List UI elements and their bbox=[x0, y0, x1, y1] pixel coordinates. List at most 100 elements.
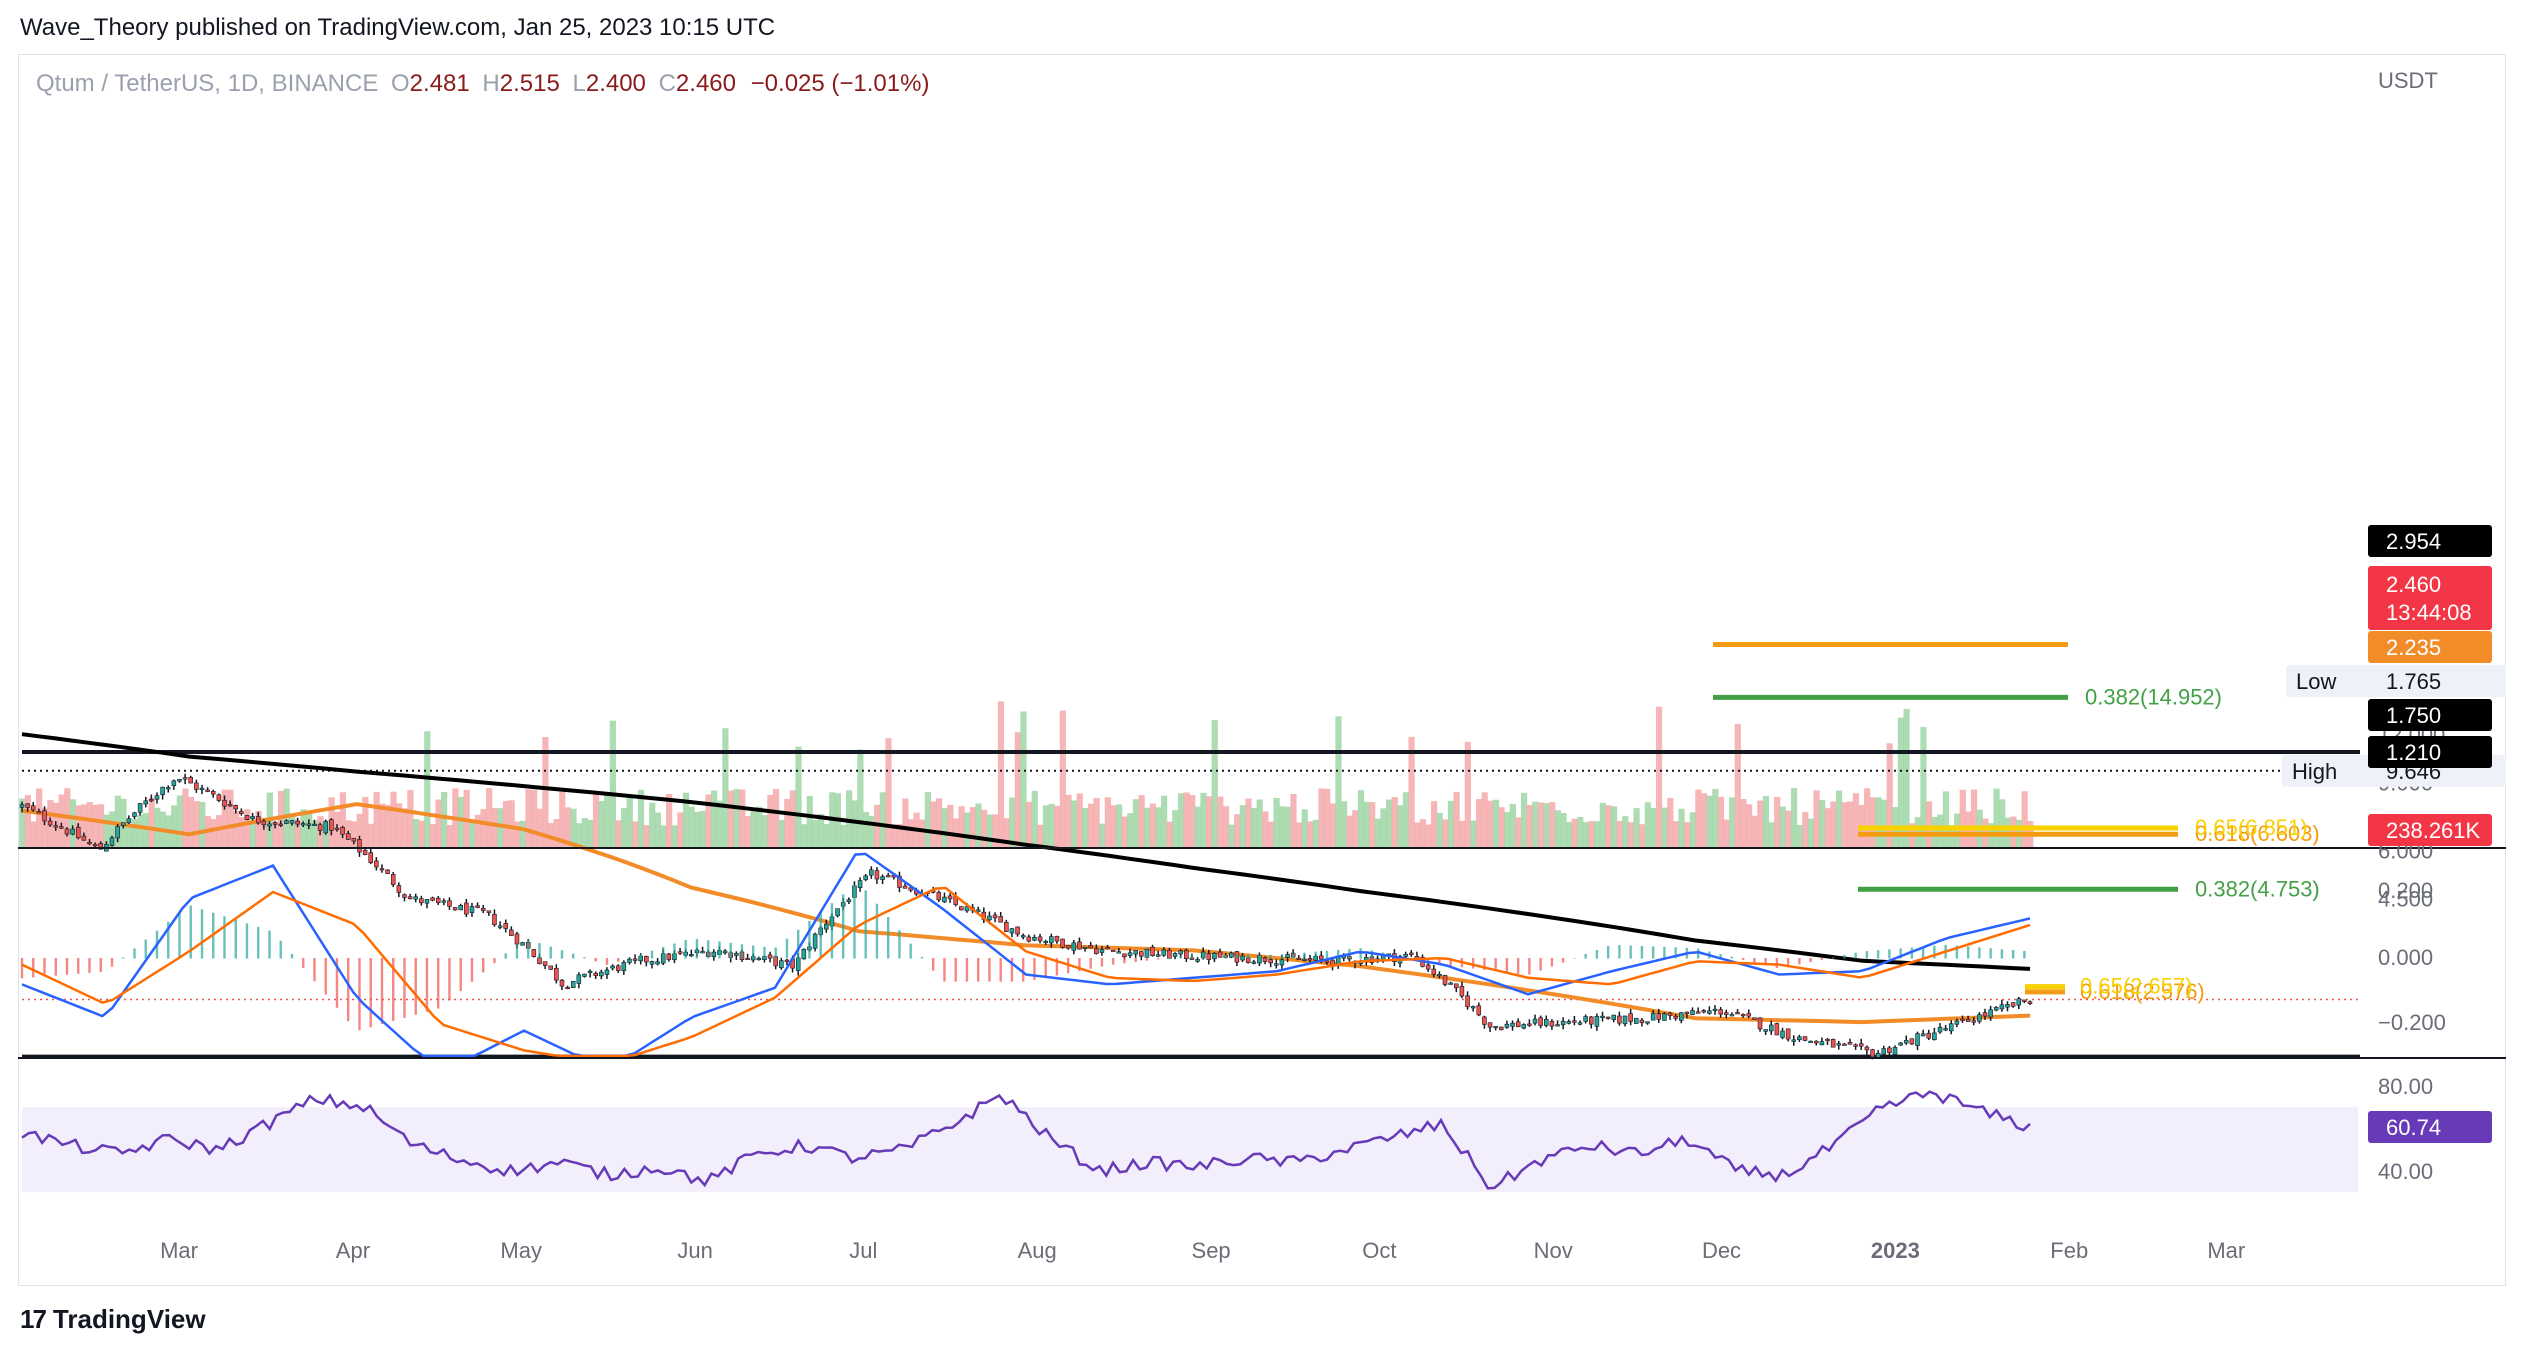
macd-histogram-bar bbox=[853, 885, 856, 959]
volume-bar bbox=[1802, 812, 1809, 848]
symbol-name[interactable]: Qtum / TetherUS, 1D, BINANCE bbox=[36, 70, 379, 97]
macd-histogram-bar bbox=[1809, 958, 1812, 963]
candle-body bbox=[222, 799, 227, 807]
volume-bar bbox=[778, 819, 785, 848]
fib-label: 0.65(2.657) bbox=[2080, 974, 2193, 999]
volume-bar bbox=[1436, 812, 1443, 848]
volume-bar bbox=[1380, 808, 1387, 848]
volume-bar bbox=[1655, 706, 1663, 848]
volume-bar bbox=[1667, 797, 1674, 848]
candle-body bbox=[1454, 983, 1459, 989]
macd-histogram-bar bbox=[189, 905, 192, 959]
candle-body bbox=[520, 942, 525, 946]
macd-histogram-bar bbox=[1573, 958, 1576, 959]
macd-histogram-bar bbox=[1528, 958, 1531, 975]
volume-bar bbox=[1234, 814, 1241, 848]
macd-histogram-bar bbox=[1483, 958, 1486, 970]
candle-body bbox=[160, 786, 165, 796]
volume-bar bbox=[1239, 805, 1246, 848]
candle-body bbox=[711, 951, 717, 958]
candle-body bbox=[1448, 982, 1453, 985]
rsi-tick-label: 40.00 bbox=[2378, 1159, 2433, 1184]
candle-body bbox=[1572, 1020, 1577, 1023]
candle-body bbox=[1116, 951, 1122, 954]
month-tick-label: Aug bbox=[1018, 1238, 1057, 1263]
volume-bar bbox=[1470, 820, 1477, 848]
volume-bar bbox=[1605, 805, 1612, 848]
macd-histogram-bar bbox=[965, 958, 969, 982]
volume-bar bbox=[1014, 732, 1021, 848]
volume-bar bbox=[542, 737, 549, 848]
volume-bar bbox=[1942, 791, 1950, 848]
volume-bar bbox=[1824, 808, 1831, 848]
macd-histogram-bar bbox=[144, 939, 147, 959]
macd-histogram-bar bbox=[437, 958, 440, 1009]
volume-bar bbox=[997, 701, 1005, 848]
candle-body bbox=[1965, 1018, 1971, 1023]
candle-body bbox=[1195, 959, 1200, 962]
volume-bar bbox=[1582, 822, 1590, 848]
candle-body bbox=[407, 896, 413, 900]
macd-histogram-bar bbox=[1674, 947, 1677, 959]
candle-body bbox=[1926, 1032, 1932, 1039]
candle-body bbox=[1971, 1020, 1977, 1023]
macd-histogram-bar bbox=[380, 958, 384, 1025]
volume-bar bbox=[879, 792, 886, 848]
candle-body bbox=[126, 818, 132, 823]
macd-histogram-bar bbox=[1550, 958, 1554, 967]
open-value: 2.481 bbox=[409, 70, 470, 97]
candle-body bbox=[1898, 1042, 1903, 1046]
candle-body bbox=[1673, 1016, 1678, 1019]
candle-body bbox=[1319, 955, 1324, 960]
volume-bar bbox=[564, 807, 572, 848]
candle-body bbox=[1650, 1012, 1656, 1021]
candle-body bbox=[1549, 1020, 1555, 1027]
candle-body bbox=[779, 960, 784, 969]
volume-bar bbox=[1425, 824, 1432, 848]
candle-body bbox=[897, 875, 902, 888]
volume-bar bbox=[1121, 816, 1128, 848]
macd-histogram-bar bbox=[639, 954, 642, 959]
candle-body bbox=[1285, 954, 1290, 958]
candle-body bbox=[1589, 1016, 1594, 1025]
candle-body bbox=[734, 953, 739, 956]
macd-histogram-bar bbox=[324, 958, 327, 995]
volume-bar bbox=[1402, 792, 1410, 848]
macd-histogram-bar bbox=[1820, 958, 1824, 960]
macd-histogram-bar bbox=[1966, 946, 1970, 959]
tradingview-brand[interactable]: 17 TradingView bbox=[20, 1304, 206, 1335]
macd-histogram-bar bbox=[819, 912, 822, 959]
candle-body bbox=[1892, 1047, 1898, 1055]
candle-body bbox=[1960, 1018, 1965, 1021]
volume-bar bbox=[739, 789, 746, 848]
ema50-price-tag-bg bbox=[2368, 631, 2492, 663]
macd-histogram-bar bbox=[830, 903, 834, 959]
macd-histogram-bar bbox=[1168, 957, 1171, 959]
candle-body bbox=[1560, 1020, 1566, 1026]
candle-body bbox=[368, 852, 373, 864]
candle-body bbox=[497, 925, 503, 928]
candle-body bbox=[1178, 950, 1183, 955]
volume-bar bbox=[767, 794, 774, 848]
macd-histogram-bar bbox=[302, 958, 305, 968]
macd-histogram-bar bbox=[2011, 950, 2015, 959]
macd-histogram-bar bbox=[1865, 951, 1869, 959]
candle-body bbox=[227, 804, 233, 807]
volume-bar bbox=[261, 817, 268, 848]
volume-bar bbox=[193, 800, 200, 848]
volume-bar bbox=[1070, 800, 1078, 848]
rsi-tick-label: 80.00 bbox=[2378, 1074, 2433, 1099]
candle-body bbox=[1139, 951, 1144, 957]
candle-body bbox=[1217, 951, 1223, 958]
volume-bar bbox=[1813, 790, 1820, 848]
candle-body bbox=[700, 951, 705, 954]
macd-histogram-bar bbox=[1280, 954, 1284, 959]
volume-bar bbox=[1577, 816, 1584, 848]
volume-bar bbox=[277, 790, 285, 848]
candle-body bbox=[216, 794, 222, 801]
candle-body bbox=[1797, 1036, 1802, 1041]
volume-bar bbox=[812, 820, 819, 848]
volume-bar bbox=[1937, 814, 1944, 848]
candle-body bbox=[480, 908, 486, 911]
